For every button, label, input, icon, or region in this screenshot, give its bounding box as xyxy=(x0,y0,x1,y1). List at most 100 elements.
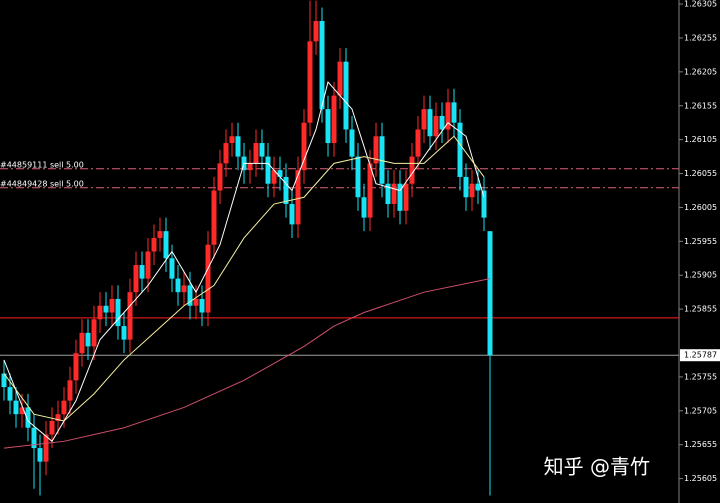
moving-average xyxy=(3,278,491,449)
candle-body xyxy=(253,143,259,164)
candle-body xyxy=(175,278,181,293)
candle-body xyxy=(295,170,301,225)
candle-body xyxy=(97,305,103,320)
y-tick-label: 1.25655 xyxy=(684,440,717,449)
candle-body xyxy=(367,163,373,218)
candle-body xyxy=(73,353,79,381)
candle-body xyxy=(13,400,19,415)
candle-body xyxy=(127,292,133,340)
candle-body xyxy=(313,21,319,42)
candle-body xyxy=(61,400,67,415)
candle-body xyxy=(397,183,403,211)
candle-body xyxy=(265,156,271,184)
candle-body xyxy=(487,231,493,356)
y-tick-label: 1.26255 xyxy=(684,33,717,42)
candle-body xyxy=(481,190,487,218)
candle-body xyxy=(121,326,127,340)
candle-body xyxy=(355,156,361,198)
candle-body xyxy=(109,298,115,313)
candle-body xyxy=(139,265,145,279)
candle-body xyxy=(163,231,169,259)
y-tick-label: 1.25705 xyxy=(684,406,717,415)
current-price-label: 1.25787 xyxy=(684,351,717,360)
candle-body xyxy=(133,265,139,293)
candle-body xyxy=(277,170,283,177)
candle-body xyxy=(451,102,457,123)
candle-body xyxy=(67,380,73,401)
candle-body xyxy=(319,21,325,110)
candle-body xyxy=(331,95,337,144)
candle-body xyxy=(475,183,481,191)
candle-body xyxy=(421,109,427,130)
candle-body xyxy=(427,109,433,137)
candle-body xyxy=(25,407,31,428)
order-label: #44859111 sell 5.00 xyxy=(0,160,84,169)
candle-body xyxy=(457,122,463,177)
candle-body xyxy=(151,237,157,252)
candle-body xyxy=(349,129,355,157)
y-tick-label: 1.25955 xyxy=(684,237,717,246)
candle-body xyxy=(373,136,379,164)
candle-body xyxy=(193,298,199,306)
candle-body xyxy=(403,183,409,211)
y-tick-label: 1.26155 xyxy=(684,101,717,110)
candle-body xyxy=(91,319,97,347)
y-tick-label: 1.26055 xyxy=(684,169,717,178)
candle-body xyxy=(145,251,151,279)
y-tick-label: 1.26305 xyxy=(684,0,717,9)
candle-body xyxy=(49,420,55,435)
order-label: #44849428 sell 5.00 xyxy=(0,179,84,188)
candle-body xyxy=(247,163,253,171)
y-tick-label: 1.25755 xyxy=(684,372,717,381)
candle-body xyxy=(463,176,469,198)
candle-body xyxy=(271,170,277,184)
candle-body xyxy=(103,305,109,313)
candle-body xyxy=(205,244,211,313)
candle-body xyxy=(445,102,451,130)
moving-average xyxy=(3,135,485,422)
candle-body xyxy=(31,427,37,449)
y-tick-label: 1.25605 xyxy=(684,474,717,483)
candle-body xyxy=(79,332,85,354)
candle-body xyxy=(469,183,475,198)
candle-body xyxy=(1,373,7,388)
watermark: 知乎 @青竹 xyxy=(544,455,650,479)
candle-body xyxy=(55,414,61,421)
y-tick-label: 1.25855 xyxy=(684,305,717,314)
candle-body xyxy=(283,176,289,205)
candle-body xyxy=(301,122,307,171)
candle-body xyxy=(325,109,331,144)
candle-body xyxy=(433,115,439,137)
candle-body xyxy=(307,41,313,123)
candle-body xyxy=(19,407,25,415)
moving-average xyxy=(3,80,485,443)
candle-body xyxy=(187,285,193,306)
candle-body xyxy=(259,143,265,157)
candle-body xyxy=(199,298,205,313)
candle-body xyxy=(211,190,217,245)
candle-body xyxy=(361,197,367,218)
candle-body xyxy=(343,61,349,130)
y-tick-label: 1.26105 xyxy=(684,135,717,144)
candle-body xyxy=(115,298,121,327)
candle-body xyxy=(43,434,49,462)
candle-body xyxy=(181,285,187,293)
candle-body xyxy=(157,231,163,238)
current-price-box xyxy=(680,349,720,362)
candle-body xyxy=(409,156,415,184)
candle-body xyxy=(415,129,421,157)
y-tick-label: 1.26205 xyxy=(684,67,717,76)
candle-body xyxy=(7,387,13,401)
candle-body xyxy=(391,183,397,205)
candle-body xyxy=(223,143,229,164)
candle-body xyxy=(85,332,91,347)
y-tick-label: 1.26005 xyxy=(684,203,717,212)
candle-body xyxy=(439,115,445,130)
candle-body xyxy=(229,136,235,144)
candle-body xyxy=(235,136,241,157)
candle-body xyxy=(217,163,223,191)
candle-body xyxy=(37,448,43,462)
candle-body xyxy=(379,136,385,184)
candle-body xyxy=(337,61,343,96)
